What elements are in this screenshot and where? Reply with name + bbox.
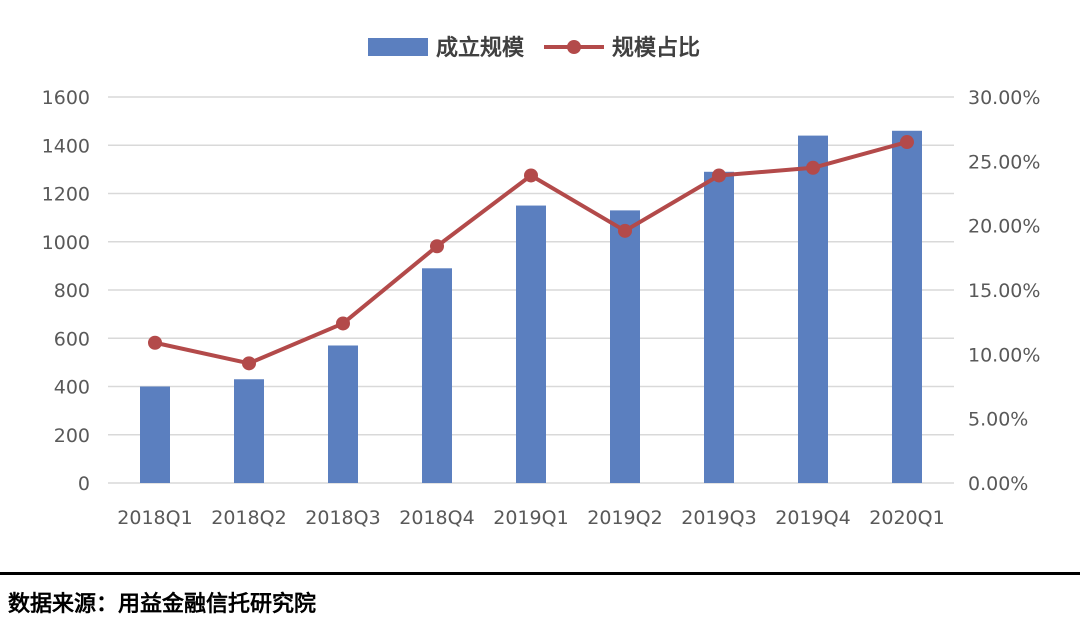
line-point [806, 160, 820, 175]
y-left-tick-label: 1200 [42, 184, 90, 206]
line-point [242, 356, 256, 371]
bar [422, 268, 452, 483]
y-right-tick-label: 5.00% [968, 409, 1028, 431]
x-tick-label: 2019Q1 [493, 507, 568, 529]
line-point [900, 135, 914, 150]
x-tick-label: 2019Q4 [775, 507, 850, 529]
y-left-tick-label: 1400 [42, 135, 90, 157]
x-tick-label: 2018Q4 [399, 507, 474, 529]
bar [798, 135, 828, 483]
bar [892, 130, 922, 483]
x-tick-label: 2018Q1 [117, 507, 192, 529]
y-left-tick-label: 600 [54, 328, 90, 350]
y-left-tick-label: 400 [54, 377, 90, 399]
line-point [336, 316, 350, 331]
combo-chart: 0 200 400 600 800 1000 1200 1400 1600 0.00% 5.00% 1… [42, 35, 1041, 529]
legend-line-marker [567, 40, 581, 54]
line-point [430, 239, 444, 254]
y-left-tick-label: 1000 [42, 232, 90, 254]
line-point [148, 335, 162, 350]
y-left-tick-label: 200 [54, 425, 90, 447]
y-left-tick-label: 1600 [42, 87, 90, 109]
bar [140, 386, 170, 483]
bar [328, 345, 358, 483]
bar [610, 210, 640, 483]
y-right-tick-label: 10.00% [968, 344, 1040, 366]
x-tick-label: 2020Q1 [869, 507, 944, 529]
source-note: 数据来源：用益金融信托研究院 [8, 592, 317, 617]
x-tick-label: 2019Q3 [681, 507, 756, 529]
x-tick-label: 2018Q3 [305, 507, 380, 529]
source-divider [0, 572, 1080, 575]
y-left-tick-label: 0 [78, 473, 90, 495]
line-point [618, 223, 632, 238]
legend-bar-swatch [368, 38, 428, 56]
y-right-tick-label: 15.00% [968, 280, 1040, 302]
bar [704, 171, 734, 483]
legend-label: 成立规模 [436, 35, 525, 61]
x-tick-label: 2019Q2 [587, 507, 662, 529]
line-point [524, 168, 538, 183]
y-right-tick-label: 0.00% [968, 473, 1028, 495]
legend-label: 规模占比 [612, 36, 700, 61]
bar [234, 379, 264, 483]
line-point [712, 168, 726, 183]
y-right-tick-label: 20.00% [968, 216, 1040, 238]
x-tick-label: 2018Q2 [211, 507, 286, 529]
y-left-tick-label: 800 [54, 280, 90, 302]
y-right-tick-label: 30.00% [968, 87, 1040, 109]
bar [516, 205, 546, 483]
y-right-tick-label: 25.00% [968, 151, 1040, 173]
